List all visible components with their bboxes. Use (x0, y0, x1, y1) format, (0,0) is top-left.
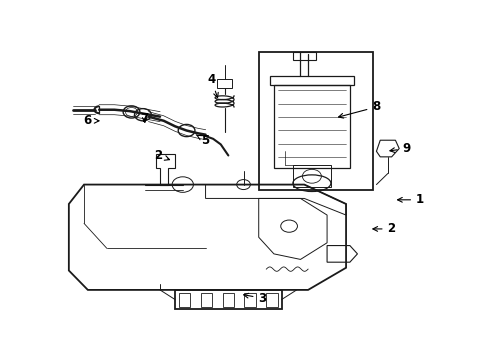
Text: 8: 8 (339, 100, 381, 118)
Text: 7: 7 (141, 112, 149, 125)
Text: 2: 2 (154, 149, 170, 162)
Text: 1: 1 (397, 193, 424, 206)
Text: 9: 9 (390, 142, 411, 155)
Text: 6: 6 (84, 114, 99, 127)
Text: 5: 5 (196, 134, 210, 147)
Text: 4: 4 (207, 73, 218, 98)
Text: 3: 3 (244, 292, 267, 305)
Text: 2: 2 (373, 222, 396, 235)
